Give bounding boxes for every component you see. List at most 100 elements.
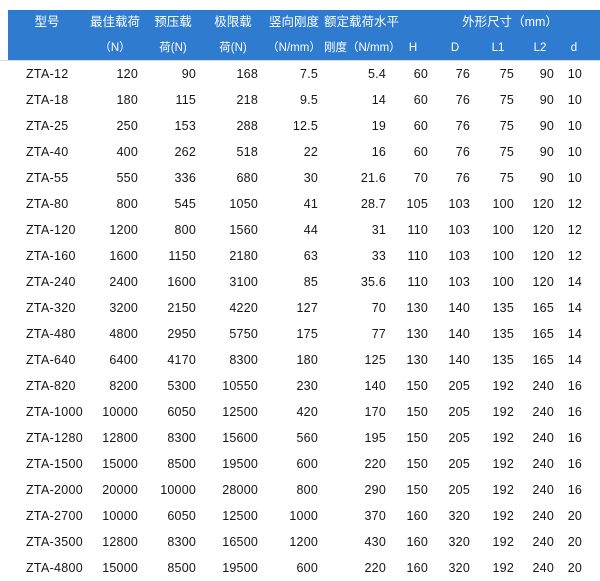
cell-l1: 100 — [476, 243, 520, 269]
cell-rated_level: 220 — [324, 555, 392, 581]
cell-dd: 14 — [560, 295, 588, 321]
cell-d: 76 — [434, 139, 476, 165]
cell-limit_load: 16500 — [202, 529, 264, 555]
cell-model: ZTA-640 — [8, 347, 86, 373]
cell-d1: 10 — [588, 61, 600, 88]
row-spacer — [0, 503, 8, 529]
cell-d: 140 — [434, 295, 476, 321]
cell-h: 150 — [392, 451, 434, 477]
row-spacer — [0, 477, 8, 503]
header-model-unit — [8, 36, 86, 61]
cell-l1: 135 — [476, 347, 520, 373]
cell-h: 110 — [392, 217, 434, 243]
header-limit-load: 极限载 — [202, 10, 264, 36]
cell-preload: 6050 — [144, 503, 202, 529]
cell-dd: 14 — [560, 321, 588, 347]
cell-model: ZTA-320 — [8, 295, 86, 321]
cell-h: 110 — [392, 269, 434, 295]
header-dd: d — [560, 36, 588, 61]
cell-dd: 20 — [560, 503, 588, 529]
cell-limit_load: 12500 — [202, 399, 264, 425]
row-spacer — [0, 191, 8, 217]
row-spacer — [0, 295, 8, 321]
cell-rated_level: 21.6 — [324, 165, 392, 191]
cell-preload: 8500 — [144, 555, 202, 581]
cell-dd: 20 — [560, 555, 588, 581]
cell-preload: 8300 — [144, 425, 202, 451]
cell-h: 130 — [392, 295, 434, 321]
cell-l2: 165 — [520, 295, 560, 321]
cell-h: 70 — [392, 165, 434, 191]
cell-d1: 14 — [588, 321, 600, 347]
cell-rated_level: 125 — [324, 347, 392, 373]
cell-best_load: 15000 — [86, 451, 144, 477]
cell-rated_level: 16 — [324, 139, 392, 165]
header-best-load-unit: （N） — [86, 36, 144, 61]
row-spacer — [0, 373, 8, 399]
cell-best_load: 180 — [86, 87, 144, 113]
table-row: ZTA-404002625182216607675901010 — [0, 139, 600, 165]
cell-d: 205 — [434, 399, 476, 425]
cell-limit_load: 2180 — [202, 243, 264, 269]
cell-preload: 545 — [144, 191, 202, 217]
cell-h: 150 — [392, 477, 434, 503]
header-l1: L1 — [476, 36, 520, 61]
cell-preload: 4170 — [144, 347, 202, 373]
cell-limit_load: 8300 — [202, 347, 264, 373]
cell-d: 205 — [434, 451, 476, 477]
table-body: ZTA-12120901687.55.4607675901010ZTA-1818… — [0, 61, 600, 581]
cell-model: ZTA-1280 — [8, 425, 86, 451]
cell-model: ZTA-120 — [8, 217, 86, 243]
cell-rated_level: 430 — [324, 529, 392, 555]
cell-best_load: 20000 — [86, 477, 144, 503]
cell-l1: 75 — [476, 61, 520, 88]
cell-model: ZTA-1500 — [8, 451, 86, 477]
header-vertical-stiffness-unit: （N/mm） — [264, 36, 324, 61]
cell-l1: 192 — [476, 373, 520, 399]
cell-d: 320 — [434, 555, 476, 581]
cell-best_load: 12800 — [86, 529, 144, 555]
cell-l2: 90 — [520, 139, 560, 165]
cell-l2: 240 — [520, 425, 560, 451]
header-dimensions-group: 外形尺寸（mm） — [392, 10, 600, 36]
cell-model: ZTA-4800 — [8, 555, 86, 581]
cell-rated_level: 70 — [324, 295, 392, 321]
cell-d1: 10 — [588, 139, 600, 165]
cell-rated_level: 140 — [324, 373, 392, 399]
cell-l2: 165 — [520, 347, 560, 373]
cell-preload: 262 — [144, 139, 202, 165]
header-row-primary: 型号 最佳载荷 预压载 极限载 竖向刚度 额定载荷水平 外形尺寸（mm） — [0, 10, 600, 36]
cell-h: 60 — [392, 87, 434, 113]
cell-h: 110 — [392, 243, 434, 269]
cell-l2: 120 — [520, 269, 560, 295]
cell-d: 76 — [434, 61, 476, 88]
cell-model: ZTA-2700 — [8, 503, 86, 529]
row-spacer — [0, 61, 8, 88]
row-spacer — [0, 321, 8, 347]
cell-limit_load: 1050 — [202, 191, 264, 217]
cell-vertical_stiffness: 9.5 — [264, 87, 324, 113]
cell-limit_load: 1560 — [202, 217, 264, 243]
cell-d1: 10 — [588, 269, 600, 295]
cell-limit_load: 218 — [202, 87, 264, 113]
cell-dd: 12 — [560, 243, 588, 269]
cell-d: 205 — [434, 477, 476, 503]
cell-l1: 75 — [476, 87, 520, 113]
cell-vertical_stiffness: 7.5 — [264, 61, 324, 88]
cell-vertical_stiffness: 30 — [264, 165, 324, 191]
table-row: ZTA-1201200800156044311101031001201210 — [0, 217, 600, 243]
cell-vertical_stiffness: 41 — [264, 191, 324, 217]
cell-d1: 16 — [588, 477, 600, 503]
cell-best_load: 4800 — [86, 321, 144, 347]
cell-h: 60 — [392, 113, 434, 139]
row-spacer — [0, 113, 8, 139]
cell-model: ZTA-25 — [8, 113, 86, 139]
cell-best_load: 6400 — [86, 347, 144, 373]
header-best-load: 最佳载荷 — [86, 10, 144, 36]
cell-best_load: 1200 — [86, 217, 144, 243]
cell-l2: 90 — [520, 61, 560, 88]
